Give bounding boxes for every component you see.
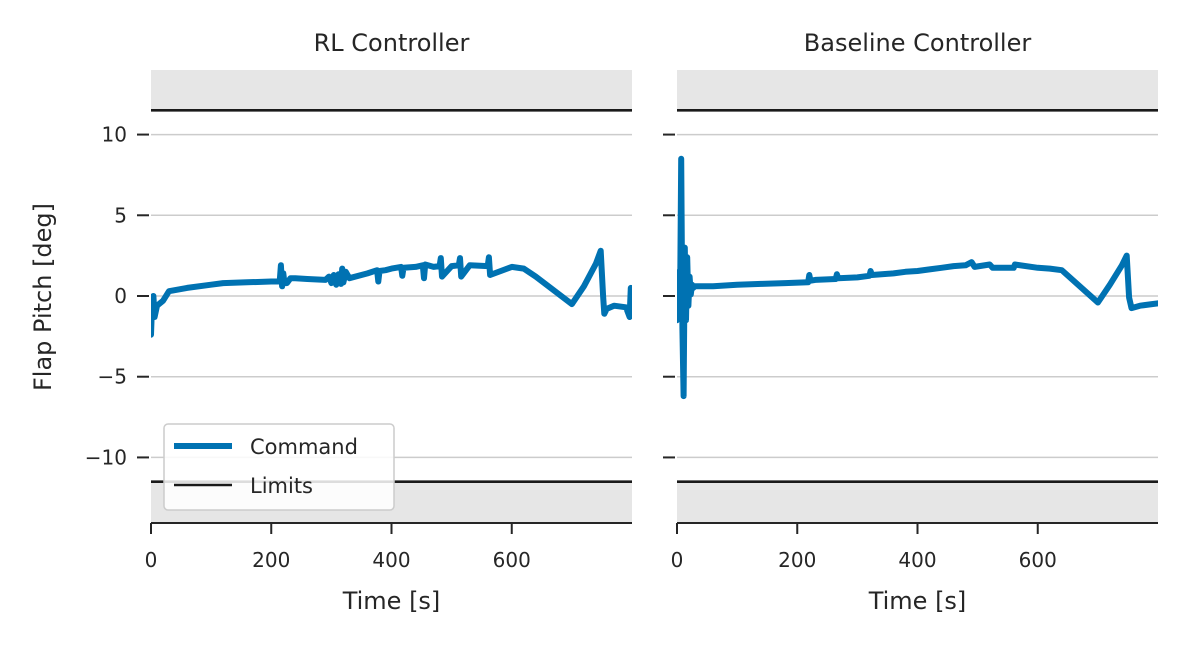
x-tick-label-0: 0 <box>671 548 684 572</box>
y-tick-label-4: −10 <box>85 445 127 469</box>
y-axis-label: Flap Pitch [deg] <box>29 203 57 391</box>
y-tick-label-2: 0 <box>114 284 127 308</box>
legend-label-command: Command <box>250 435 358 459</box>
command-series-line <box>151 247 632 338</box>
lower-limit-shade <box>677 481 1158 522</box>
y-tick-label-1: 5 <box>114 203 127 227</box>
x-tick-label-1: 200 <box>778 548 816 572</box>
y-tick-label-3: −5 <box>98 365 127 389</box>
x-tick-label-3: 600 <box>493 548 531 572</box>
x-axis-label: Time [s] <box>868 587 967 615</box>
x-tick-label-1: 200 <box>252 548 290 572</box>
legend-label-limits: Limits <box>250 474 313 498</box>
rl-controller-panel: 10 5 0 −5 −10 0 200 400 600 RL Controller Time [s]… <box>85 29 632 615</box>
legend: Command Limits <box>163 423 395 511</box>
panel-title: Baseline Controller <box>804 29 1032 57</box>
y-tick-label-0: 10 <box>102 123 127 147</box>
x-tick-label-2: 400 <box>898 548 936 572</box>
x-tick-label-0: 0 <box>145 548 158 572</box>
upper-limit-shade <box>151 70 632 111</box>
x-tick-label-2: 400 <box>372 548 410 572</box>
upper-limit-shade <box>677 70 1158 111</box>
panel-title: RL Controller <box>314 29 470 57</box>
x-tick-label-3: 600 <box>1019 548 1057 572</box>
baseline-controller-panel: 0 200 400 600 Baseline Controller Time [s] <box>663 29 1158 615</box>
x-axis-label: Time [s] <box>342 587 441 615</box>
command-series-line <box>677 155 1158 400</box>
